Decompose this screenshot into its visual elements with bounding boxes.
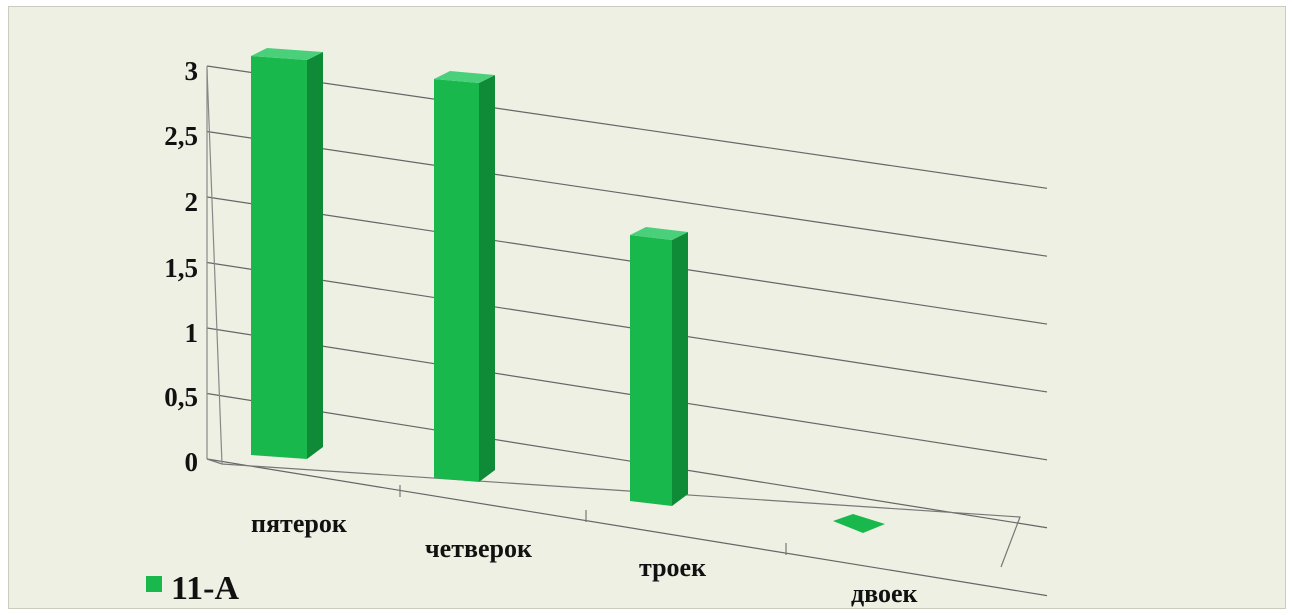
bar-side xyxy=(672,232,688,506)
y-tick-label: 2 xyxy=(185,187,199,217)
bar-side xyxy=(479,75,495,482)
bar-front xyxy=(630,235,672,506)
y-tick-label: 1,5 xyxy=(164,253,198,283)
y-tick-label: 2,5 xyxy=(164,121,198,151)
y-axis-line xyxy=(206,68,223,465)
x-category-label: пятерок xyxy=(251,509,347,538)
x-category-label: двоек xyxy=(851,579,918,608)
gridline xyxy=(206,65,1048,189)
gridline xyxy=(206,261,1048,393)
x-category-label: троек xyxy=(639,553,706,582)
gridline xyxy=(206,458,1048,597)
bar-front xyxy=(434,79,479,482)
bar-top xyxy=(630,227,688,240)
gridline xyxy=(206,392,1048,529)
floor-edge xyxy=(206,458,1021,568)
gridline xyxy=(206,130,1048,257)
bar-chart: 0 0,5 1 1,5 2 2,5 3 пятерок четверок троек двоек 11… xyxy=(146,48,1048,608)
y-tick-label: 0 xyxy=(185,447,199,477)
bar-zero xyxy=(833,514,885,533)
chart-area: 0 0,5 1 1,5 2 2,5 3 пятерок четверок троек двоек 11… xyxy=(8,6,1286,609)
bar-side xyxy=(307,52,323,459)
bar-top xyxy=(251,48,323,60)
y-tick-label: 3 xyxy=(185,56,199,86)
y-tick-label: 1 xyxy=(185,318,199,348)
legend-label: 11-А xyxy=(171,570,239,607)
legend-swatch xyxy=(146,576,162,592)
bar-front xyxy=(251,56,307,459)
y-tick-label: 0,5 xyxy=(164,382,198,412)
gridline xyxy=(206,327,1048,461)
bar-top xyxy=(434,71,495,83)
x-category-label: четверок xyxy=(425,534,532,563)
gridline xyxy=(206,196,1048,325)
